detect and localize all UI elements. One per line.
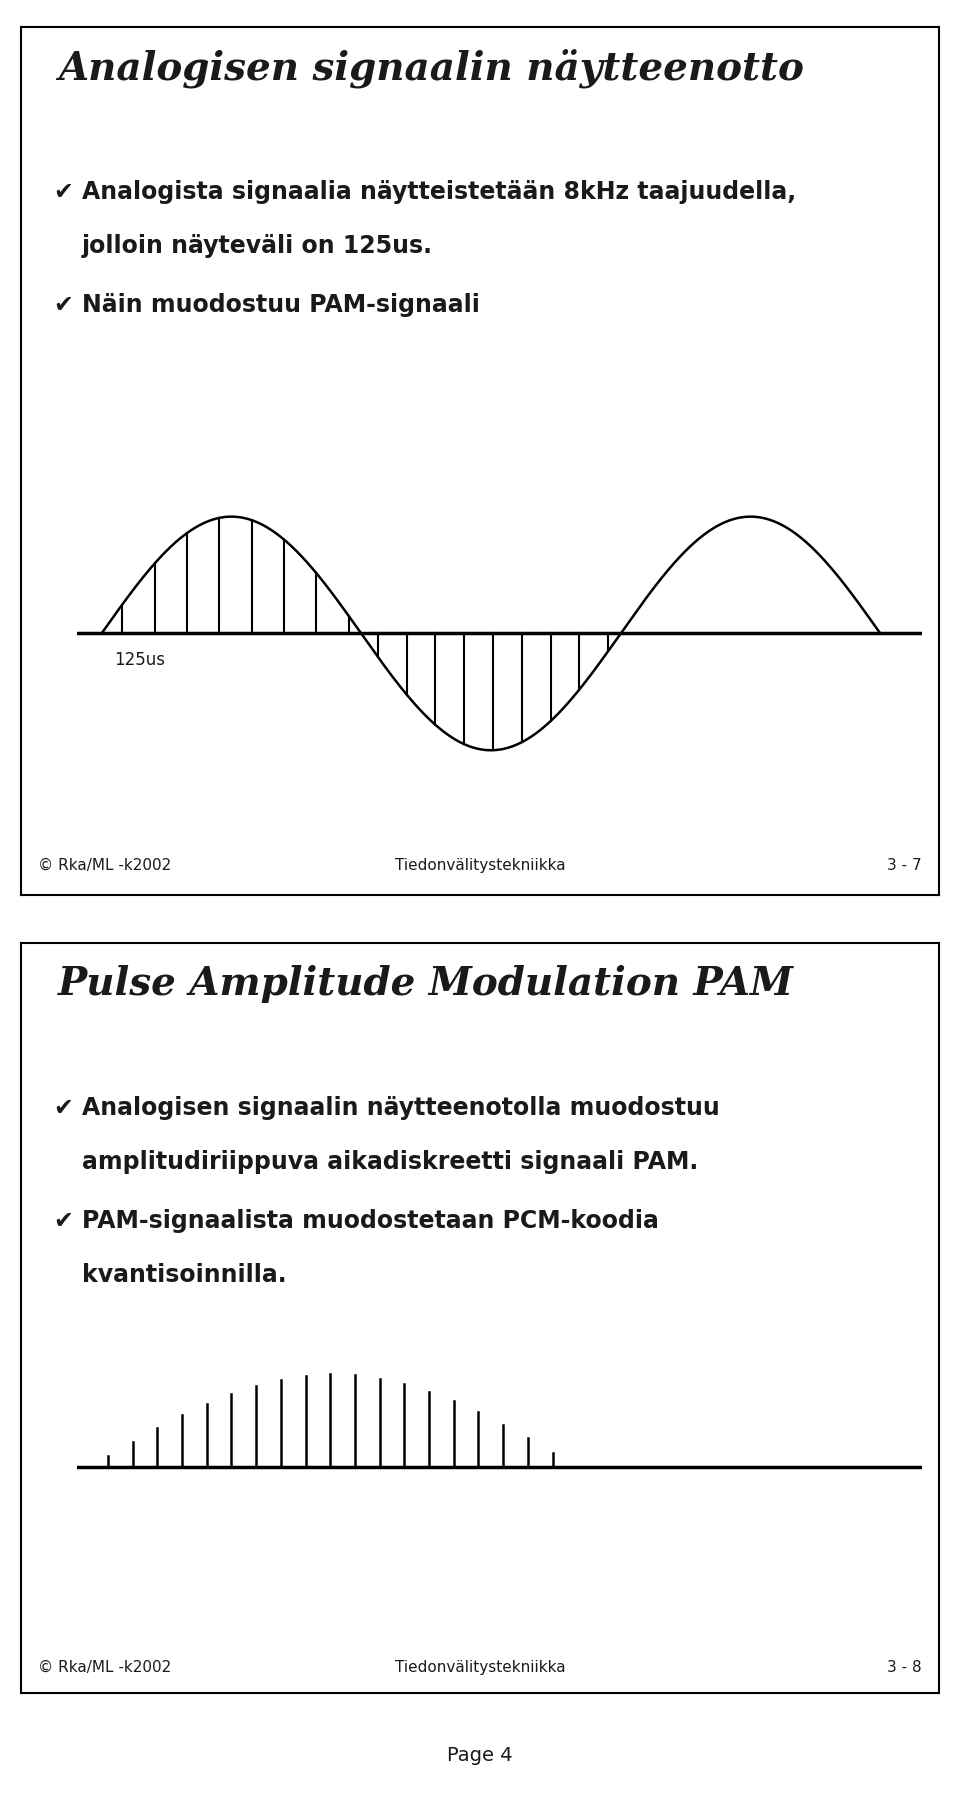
Text: amplitudiriippuva aikadiskreetti signaali PAM.: amplitudiriippuva aikadiskreetti signaal… xyxy=(82,1150,698,1173)
Text: jolloin näyteväli on 125us.: jolloin näyteväli on 125us. xyxy=(82,234,433,257)
Text: Analogisen signaalin näytteenotolla muodostuu: Analogisen signaalin näytteenotolla muod… xyxy=(82,1096,719,1120)
Text: Tiedonvälitystekniikka: Tiedonvälitystekniikka xyxy=(395,859,565,873)
Text: Analogisen signaalin näytteenotto: Analogisen signaalin näytteenotto xyxy=(58,49,804,88)
Text: ✔: ✔ xyxy=(53,1209,73,1233)
Text: © Rka/ML -k2002: © Rka/ML -k2002 xyxy=(38,859,172,873)
Text: Näin muodostuu PAM-signaali: Näin muodostuu PAM-signaali xyxy=(82,293,479,316)
Text: ✔: ✔ xyxy=(53,293,73,316)
Text: ✔: ✔ xyxy=(53,180,73,203)
Text: Tiedonvälitystekniikka: Tiedonvälitystekniikka xyxy=(395,1660,565,1675)
Text: 3 - 7: 3 - 7 xyxy=(887,859,922,873)
Text: Page 4: Page 4 xyxy=(447,1745,513,1765)
Text: kvantisoinnilla.: kvantisoinnilla. xyxy=(82,1263,286,1287)
Text: Analogista signaalia näytteistetään 8kHz taajuudella,: Analogista signaalia näytteistetään 8kHz… xyxy=(82,180,796,203)
Text: PAM-signaalista muodostetaan PCM-koodia: PAM-signaalista muodostetaan PCM-koodia xyxy=(82,1209,659,1233)
Text: ✔: ✔ xyxy=(53,1096,73,1120)
Text: © Rka/ML -k2002: © Rka/ML -k2002 xyxy=(38,1660,172,1675)
Text: 3 - 8: 3 - 8 xyxy=(887,1660,922,1675)
Text: Pulse Amplitude Modulation PAM: Pulse Amplitude Modulation PAM xyxy=(58,965,794,1003)
Text: 125us: 125us xyxy=(114,651,165,668)
